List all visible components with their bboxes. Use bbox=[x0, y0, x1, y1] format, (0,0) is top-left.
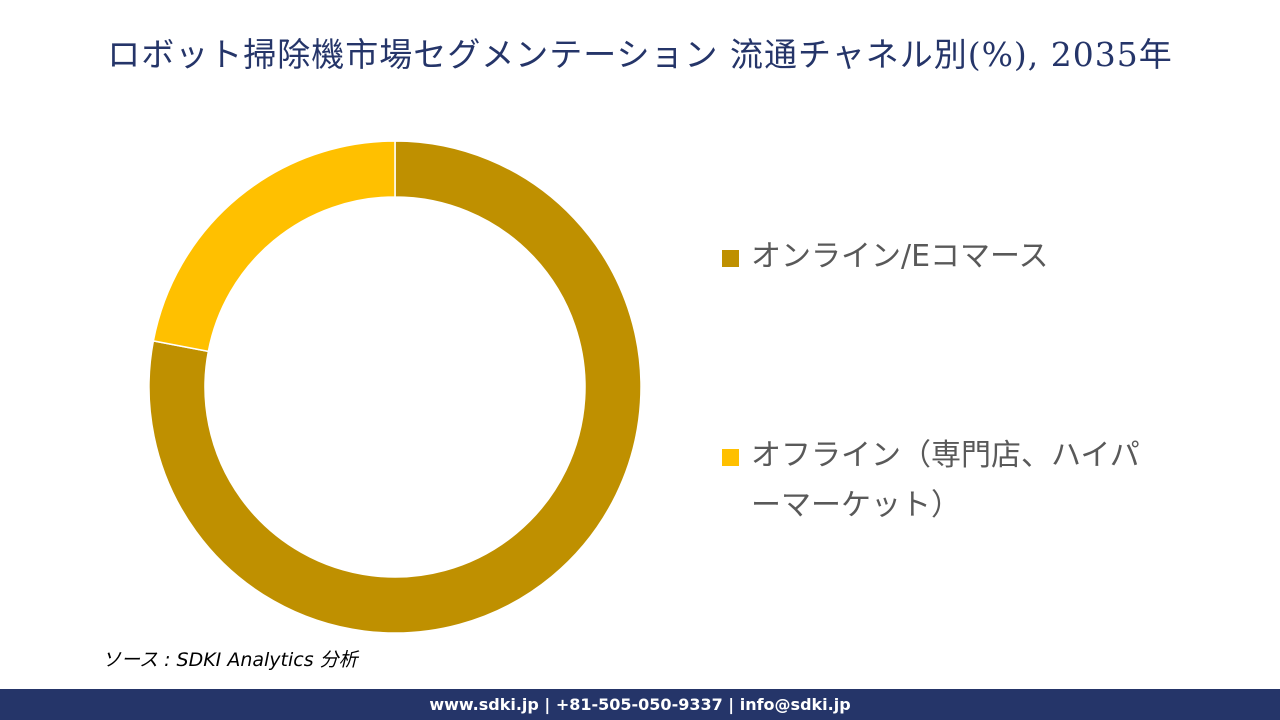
donut-svg bbox=[148, 140, 642, 634]
donut-segment-1 bbox=[152, 140, 396, 353]
legend-swatch-offline bbox=[722, 449, 739, 466]
footer-bar: www.sdki.jp | +81-505-050-9337 | info@sd… bbox=[0, 689, 1280, 720]
legend-label-offline: オフライン（専門店、ハイパーマーケット） bbox=[751, 438, 1140, 523]
legend-swatch-online bbox=[722, 250, 739, 267]
legend-label-online: オンライン/Eコマース bbox=[751, 239, 1049, 274]
source-note: ソース : SDKI Analytics 分析 bbox=[102, 649, 358, 671]
footer-contact: www.sdki.jp | +81-505-050-9337 | info@sd… bbox=[429, 695, 851, 714]
donut-segment-0 bbox=[148, 140, 642, 634]
donut-chart bbox=[140, 130, 660, 650]
chart-title: ロボット掃除機市場セグメンテーション 流通チャネル別(%), 2035年 bbox=[107, 35, 1173, 74]
